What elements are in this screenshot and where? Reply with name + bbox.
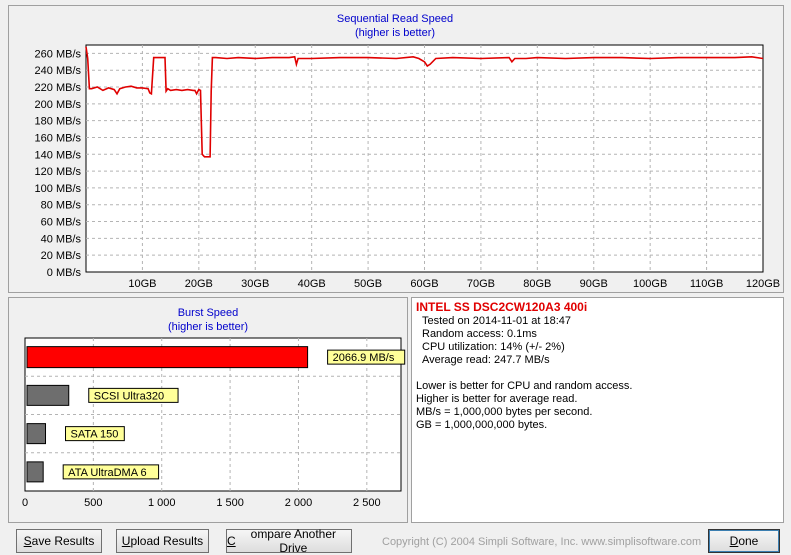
x-tick-label: 10GB (128, 278, 156, 290)
burst-x-tick-label: 1 500 (216, 497, 244, 509)
burst-chart-subtitle: (higher is better) (168, 321, 248, 333)
upload-results-mnemonic: U (121, 534, 131, 548)
note-mbs-definition: MB/s = 1,000,000 bytes per second. (416, 406, 593, 418)
burst-bar-reference (26, 461, 44, 483)
y-tick-label: 20 MB/s (41, 250, 82, 262)
burst-bar-label-box (65, 426, 125, 442)
burst-bar-tested-drive (26, 346, 309, 369)
burst-bar-label-box (88, 387, 179, 403)
x-tick-label: 120GB (746, 278, 780, 290)
y-tick-label: 140 MB/s (35, 149, 82, 161)
compare-another-drive-mnemonic: C (227, 534, 236, 548)
burst-speed-chart: Burst Speed (higher is better) 2066.9 MB… (22, 307, 406, 509)
burst-bar-label-box (62, 464, 160, 480)
random-access: Random access: 0.1ms (422, 328, 537, 340)
x-tick-label: 50GB (354, 278, 382, 290)
y-tick-label: 240 MB/s (35, 65, 82, 77)
x-tick-label: 100GB (633, 278, 667, 290)
burst-bar-label: ATA UltraDMA 6 (68, 467, 146, 479)
done-label: one (738, 534, 759, 548)
sequential-chart-title: Sequential Read Speed (337, 13, 453, 25)
x-tick-label: 90GB (580, 278, 608, 290)
note-average-read: Higher is better for average read. (416, 393, 578, 405)
sequential-read-panel: Sequential Read Speed (higher is better)… (8, 5, 784, 293)
y-tick-label: 180 MB/s (35, 116, 82, 128)
x-tick-label: 30GB (241, 278, 269, 290)
copyright-text: Copyright (C) 2004 Simpli Software, Inc.… (382, 536, 702, 548)
burst-bar-label: SATA 150 (71, 429, 119, 441)
drive-name: INTEL SS DSC2CW120A3 400i (416, 300, 588, 314)
drive-info-panel: INTEL SS DSC2CW120A3 400i Tested on 2014… (411, 297, 784, 523)
x-tick-label: 70GB (467, 278, 495, 290)
y-tick-label: 80 MB/s (41, 200, 82, 212)
y-tick-label: 260 MB/s (35, 48, 82, 60)
y-tick-label: 160 MB/s (35, 132, 82, 144)
y-tick-label: 120 MB/s (35, 166, 82, 178)
save-results-mnemonic: S (23, 534, 32, 548)
x-tick-label: 20GB (185, 278, 213, 290)
burst-x-tick-label: 500 (84, 497, 102, 509)
compare-another-drive-label: ompare Another Drive (250, 527, 337, 555)
burst-x-tick-label: 0 (22, 497, 28, 509)
y-tick-label: 40 MB/s (41, 233, 82, 245)
burst-bar-label: 2066.9 MB/s (333, 352, 395, 364)
tested-on: Tested on 2014-11-01 at 18:47 (422, 315, 572, 327)
y-tick-label: 200 MB/s (35, 99, 82, 111)
y-tick-label: 0 MB/s (47, 267, 82, 279)
average-read: Average read: 247.7 MB/s (422, 354, 550, 366)
burst-chart-title: Burst Speed (178, 307, 239, 319)
note-cpu-random: Lower is better for CPU and random acces… (416, 380, 633, 392)
burst-x-tick-label: 2 500 (353, 497, 381, 509)
y-tick-label: 220 MB/s (35, 82, 82, 94)
sequential-chart-subtitle: (higher is better) (355, 27, 435, 39)
burst-bar-label-box (327, 349, 406, 365)
cpu-utilization: CPU utilization: 14% (+/- 2%) (422, 341, 565, 353)
burst-bar-reference (26, 384, 70, 406)
y-tick-label: 60 MB/s (41, 217, 82, 229)
x-tick-label: 60GB (410, 278, 438, 290)
x-tick-label: 80GB (523, 278, 551, 290)
y-tick-label: 100 MB/s (35, 183, 82, 195)
x-tick-label: 110GB (690, 278, 723, 290)
read-speed-series (85, 46, 764, 158)
burst-bar-reference (26, 423, 47, 445)
save-results-label: ave Results (31, 534, 95, 548)
burst-bar-label: SCSI Ultra320 (94, 390, 164, 402)
done-mnemonic: D (729, 534, 739, 548)
note-gb-definition: GB = 1,000,000,000 bytes. (416, 419, 548, 431)
burst-x-tick-label: 1 000 (148, 497, 176, 509)
x-tick-label: 40GB (298, 278, 326, 290)
burst-x-tick-label: 2 000 (285, 497, 313, 509)
upload-results-label: pload Results (130, 534, 204, 548)
burst-speed-panel: Burst Speed (higher is better) 2066.9 MB… (8, 297, 408, 523)
sequential-read-chart: Sequential Read Speed (higher is better)… (35, 13, 781, 290)
